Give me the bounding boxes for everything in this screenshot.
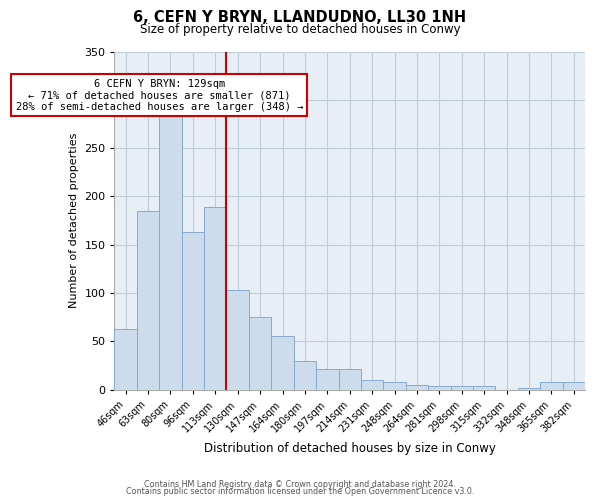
Bar xyxy=(137,211,159,390)
Bar xyxy=(115,329,137,390)
Text: Contains public sector information licensed under the Open Government Licence v3: Contains public sector information licen… xyxy=(126,487,474,496)
Bar xyxy=(563,382,585,390)
Bar xyxy=(473,386,496,390)
Bar xyxy=(518,388,540,390)
X-axis label: Distribution of detached houses by size in Conwy: Distribution of detached houses by size … xyxy=(204,442,496,455)
Bar xyxy=(159,106,182,390)
Y-axis label: Number of detached properties: Number of detached properties xyxy=(69,133,79,308)
Bar xyxy=(338,368,361,390)
Bar xyxy=(406,385,428,390)
Bar xyxy=(182,232,204,390)
Bar xyxy=(204,207,226,390)
Bar xyxy=(540,382,563,390)
Bar xyxy=(271,336,294,390)
Bar xyxy=(226,290,249,390)
Text: Size of property relative to detached houses in Conwy: Size of property relative to detached ho… xyxy=(140,22,460,36)
Bar xyxy=(294,361,316,390)
Bar xyxy=(249,318,271,390)
Bar xyxy=(428,386,451,390)
Text: 6, CEFN Y BRYN, LLANDUDNO, LL30 1NH: 6, CEFN Y BRYN, LLANDUDNO, LL30 1NH xyxy=(133,10,467,25)
Bar xyxy=(361,380,383,390)
Bar xyxy=(383,382,406,390)
Bar xyxy=(451,386,473,390)
Bar xyxy=(316,368,338,390)
Text: Contains HM Land Registry data © Crown copyright and database right 2024.: Contains HM Land Registry data © Crown c… xyxy=(144,480,456,489)
Text: 6 CEFN Y BRYN: 129sqm
← 71% of detached houses are smaller (871)
28% of semi-det: 6 CEFN Y BRYN: 129sqm ← 71% of detached … xyxy=(16,78,303,112)
